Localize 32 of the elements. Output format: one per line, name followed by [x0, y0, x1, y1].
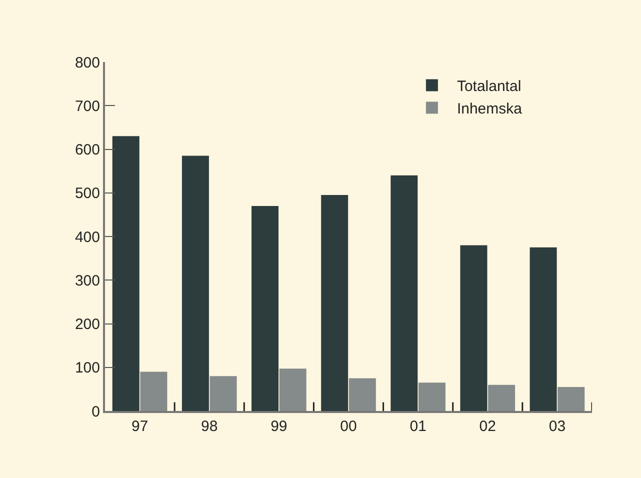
y-tick-label: 600 [74, 142, 100, 158]
x-tick-label: 98 [201, 418, 218, 435]
bar [140, 372, 168, 411]
y-tick-label: 500 [74, 185, 100, 202]
bar [530, 247, 557, 411]
bar [182, 156, 209, 411]
x-tick-label: 03 [548, 418, 566, 435]
x-tick-label: 00 [340, 418, 357, 435]
bar [348, 378, 376, 411]
bar [390, 175, 418, 411]
x-tick-label: 02 [479, 418, 496, 435]
y-tick-label: 100 [74, 360, 100, 377]
bar [321, 195, 348, 411]
bar [558, 387, 585, 411]
bar [279, 368, 306, 411]
y-tick-label: 800 [74, 54, 100, 72]
x-tick-label: 97 [131, 418, 148, 435]
bar [418, 382, 446, 411]
bar [112, 136, 140, 411]
y-tick-label: 0 [92, 403, 100, 420]
y-tick-label: 400 [74, 228, 100, 246]
bar [460, 245, 488, 411]
y-tick-label: 700 [74, 98, 100, 115]
x-tick-label: 01 [410, 418, 426, 435]
legend-label: Totalantal [456, 78, 522, 96]
y-tick-label: 200 [74, 316, 100, 333]
x-tick-label: 99 [270, 418, 288, 435]
y-tick-label: 300 [74, 272, 100, 290]
bar [210, 376, 237, 411]
bar [488, 384, 516, 411]
legend-label: Inhemska [456, 100, 523, 118]
bar [252, 206, 279, 411]
